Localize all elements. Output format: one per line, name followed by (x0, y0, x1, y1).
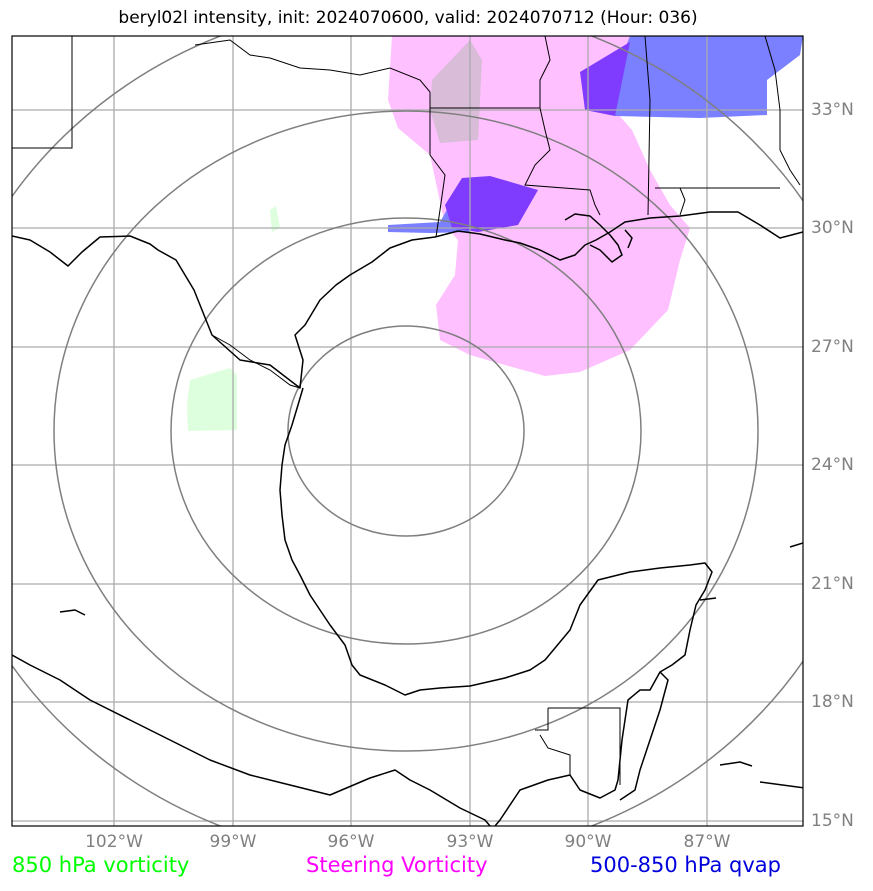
lon-label-102w: 102°W (85, 832, 143, 852)
borders (12, 36, 801, 785)
lon-label-93w: 93°W (446, 832, 494, 852)
lat-label-21n: 21°N (811, 574, 854, 594)
lon-label-99w: 99°W (209, 832, 257, 852)
lon-label-96w: 96°W (327, 832, 375, 852)
gridlines (12, 36, 803, 826)
coastlines (12, 211, 803, 826)
legend-qvap: 500-850 hPa qvap (590, 853, 781, 877)
vorticity-area-small (270, 206, 280, 232)
lat-label-33n: 33°N (811, 100, 854, 120)
lon-label-90w: 90°W (564, 832, 612, 852)
lon-label-87w: 87°W (683, 832, 731, 852)
map-frame (11, 35, 804, 827)
vorticity-area-west (187, 368, 237, 431)
lat-label-30n: 30°N (811, 218, 854, 238)
range-rings (12, 36, 803, 826)
qvap-overlap-north (580, 42, 630, 116)
lat-label-18n: 18°N (811, 692, 854, 712)
map-title: beryl02l intensity, init: 2024070600, va… (118, 8, 698, 28)
lat-label-15n: 15°N (811, 811, 854, 831)
lat-label-27n: 27°N (811, 337, 854, 357)
qvap-area-north (608, 36, 803, 118)
legend-steering-vorticity: Steering Vorticity (306, 853, 488, 877)
map-background (12, 36, 803, 826)
steering-overlap-area (430, 40, 482, 143)
qvap-overlap-coast (445, 176, 538, 232)
legend-vorticity: 850 hPa vorticity (12, 853, 190, 877)
lat-label-24n: 24°N (811, 455, 854, 475)
